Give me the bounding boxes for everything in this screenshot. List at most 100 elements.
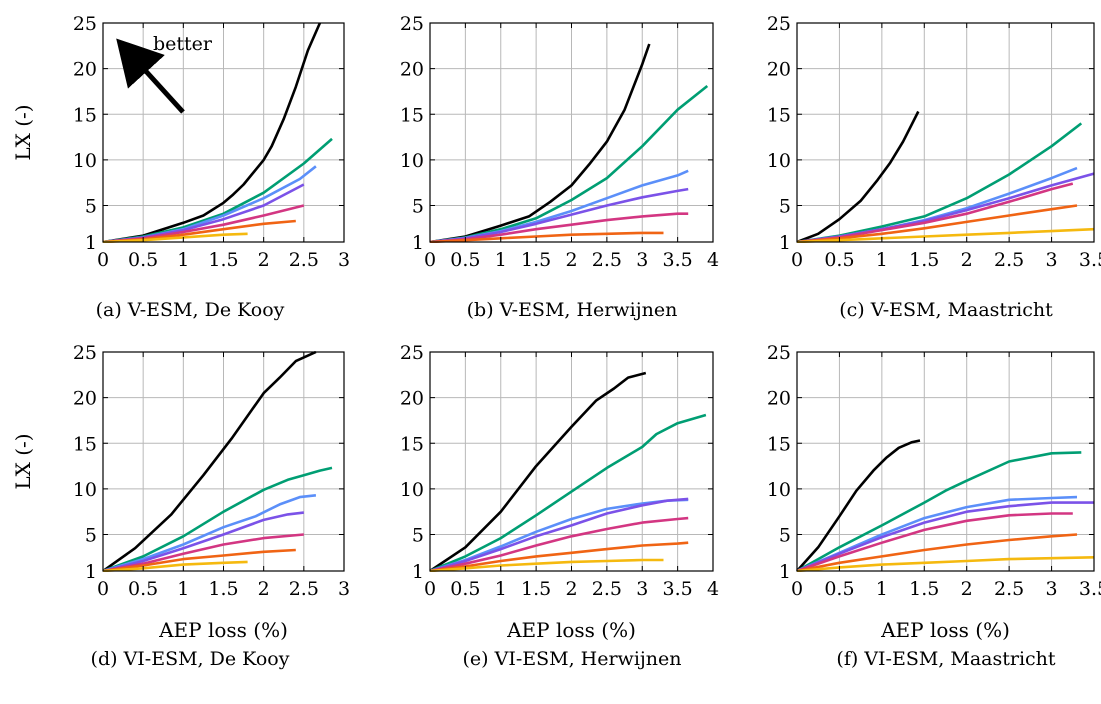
panel-caption: (b) V-ESM, Herwijnen (467, 299, 678, 321)
x-tick-label: 2.5 (592, 249, 622, 271)
series-group (796, 110, 1095, 243)
series-line-4 (102, 511, 304, 572)
x-tick-label: 2 (961, 249, 973, 271)
series-line-4 (429, 187, 689, 243)
y-tick-label: 20 (767, 388, 791, 410)
series-line-6 (796, 533, 1078, 572)
x-tick-label: 1 (495, 249, 507, 271)
y-tick-label: 1 (779, 232, 791, 254)
y-tick-label: 20 (767, 59, 791, 81)
y-tick-label: 10 (73, 479, 97, 501)
series-line-2 (796, 451, 1082, 572)
y-tick-label: 1 (85, 232, 97, 254)
x-tick-label: 2.5 (994, 249, 1024, 271)
x-tick-label: 0 (791, 578, 803, 600)
y-tick-label: 10 (400, 150, 424, 172)
x-tick-label: 0.5 (450, 249, 480, 271)
x-tick-label: 1.5 (208, 249, 238, 271)
panel-3: 00.511.522.533.51510152025(c) V-ESM, Maa… (767, 13, 1101, 321)
series-line-2 (429, 84, 709, 243)
x-tick-label: 2 (258, 578, 270, 600)
y-tick-label: 5 (85, 525, 97, 547)
y-tick-label: 25 (73, 342, 97, 364)
y-tick-label: 15 (400, 433, 424, 455)
y-tick-label: 5 (412, 196, 424, 218)
series-group (429, 43, 709, 243)
grid (429, 22, 714, 243)
y-tick-label: 1 (412, 232, 424, 254)
y-axis-label: LX (-) (11, 104, 35, 160)
y-tick-label: 5 (412, 525, 424, 547)
series-group (102, 22, 333, 243)
x-axis-label: AEP loss (%) (506, 618, 636, 642)
panel-caption: (d) VI-ESM, De Kooy (91, 648, 290, 670)
series-line-1 (102, 351, 317, 572)
y-tick-label: 20 (73, 388, 97, 410)
series-line-5 (796, 182, 1074, 243)
series-line-5 (102, 533, 304, 572)
series-line-4 (429, 497, 689, 572)
series-line-7 (796, 227, 1095, 243)
y-tick-label: 5 (779, 196, 791, 218)
x-tick-label: 1 (876, 578, 888, 600)
x-tick-label: 3 (338, 578, 350, 600)
x-tick-label: 0 (97, 249, 109, 271)
x-tick-label: 3.5 (1079, 249, 1101, 271)
x-tick-label: 2.5 (994, 578, 1024, 600)
grid (429, 351, 714, 572)
x-tick-label: 3 (1046, 249, 1058, 271)
series-group (796, 439, 1095, 572)
x-tick-label: 1 (876, 249, 888, 271)
y-tick-label: 10 (767, 479, 791, 501)
series-line-3 (102, 494, 317, 572)
panel-6: 00.511.522.533.51510152025AEP loss (%)(f… (767, 342, 1101, 670)
x-tick-label: 0.5 (824, 249, 854, 271)
x-tick-label: 1 (177, 249, 189, 271)
x-tick-label: 2.5 (289, 249, 319, 271)
panel-caption: (a) V-ESM, De Kooy (96, 299, 285, 321)
x-tick-label: 4 (707, 249, 719, 271)
y-axis-label: LX (-) (11, 433, 35, 489)
x-tick-label: 1.5 (909, 249, 939, 271)
series-line-1 (102, 22, 322, 243)
grid (796, 351, 1095, 572)
better-annotation: better (116, 33, 213, 114)
y-tick-label: 1 (779, 561, 791, 583)
x-tick-label: 0 (97, 578, 109, 600)
y-tick-label: 15 (767, 433, 791, 455)
x-tick-label: 1 (495, 578, 507, 600)
panel-caption: (f) VI-ESM, Maastricht (836, 648, 1055, 670)
panel-caption: (c) V-ESM, Maastricht (839, 299, 1053, 321)
series-line-2 (429, 413, 707, 572)
y-tick-label: 25 (73, 13, 97, 35)
x-tick-label: 3.5 (663, 578, 693, 600)
panel-caption: (e) VI-ESM, Herwijnen (462, 648, 681, 670)
y-tick-label: 20 (400, 388, 424, 410)
y-tick-label: 15 (73, 433, 97, 455)
x-tick-label: 0 (791, 249, 803, 271)
series-line-4 (796, 501, 1094, 572)
y-tick-label: 10 (767, 150, 791, 172)
x-tick-label: 1.5 (521, 249, 551, 271)
grid (102, 22, 345, 243)
y-tick-label: 1 (85, 561, 97, 583)
y-tick-label: 20 (73, 59, 97, 81)
x-tick-label: 3 (1046, 578, 1058, 600)
x-tick-label: 0 (424, 249, 436, 271)
series-line-1 (796, 439, 921, 572)
series-line-2 (102, 466, 333, 572)
x-tick-label: 0.5 (128, 578, 158, 600)
series-line-6 (429, 541, 689, 572)
y-tick-label: 1 (412, 561, 424, 583)
x-tick-label: 1.5 (909, 578, 939, 600)
axes-frame (796, 22, 1095, 243)
y-tick-label: 20 (400, 59, 424, 81)
axes-frame (796, 351, 1095, 572)
series-line-7 (102, 560, 248, 572)
